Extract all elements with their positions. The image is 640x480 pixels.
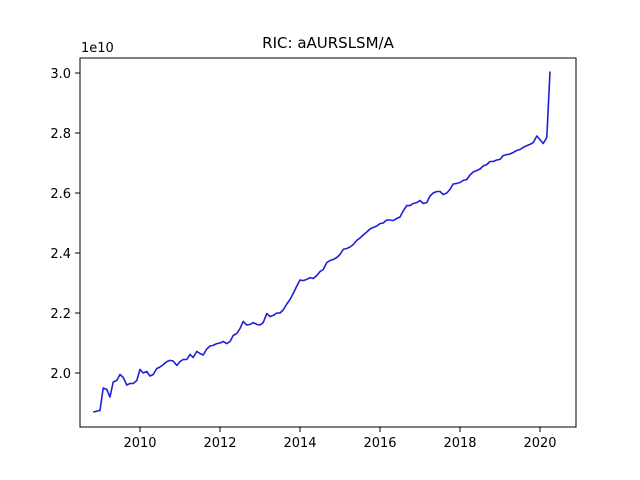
y-tick-label: 2.8 xyxy=(50,127,71,142)
x-tick-label: 2010 xyxy=(123,436,156,451)
y-tick-label: 2.2 xyxy=(50,307,71,322)
y-tick-label: 2.0 xyxy=(50,367,71,382)
x-tick-label: 2012 xyxy=(203,436,236,451)
y-tick-label: 3.0 xyxy=(50,67,71,82)
series-line xyxy=(93,71,551,413)
axes-frame xyxy=(79,57,577,428)
plot-area: 2010 2012 2014 2016 2018 2020 2.0 2.2 2.4 2.6 2.8 3… xyxy=(50,67,556,451)
y-tick-label: 2.4 xyxy=(50,247,71,262)
chart-title: RIC: aAURSLSM/A xyxy=(262,34,394,52)
y-tick-label: 2.6 xyxy=(50,187,71,202)
x-tick-label: 2016 xyxy=(363,436,396,451)
x-tick-label: 2014 xyxy=(283,436,316,451)
x-tick-label: 2020 xyxy=(523,436,556,451)
y-axis-offset-label: 1e10 xyxy=(81,41,114,56)
x-tick-label: 2018 xyxy=(443,436,476,451)
